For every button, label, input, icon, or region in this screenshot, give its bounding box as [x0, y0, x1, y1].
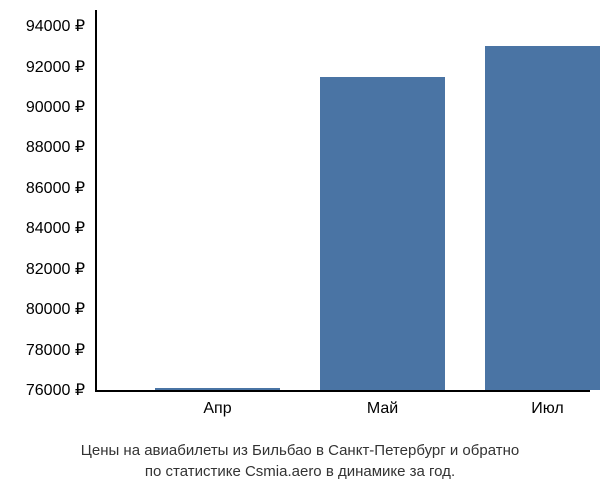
y-tick-label: 86000 ₽ [26, 178, 85, 198]
x-axis-line [95, 390, 590, 392]
caption-line-1: Цены на авиабилеты из Бильбао в Санкт-Пе… [81, 442, 519, 459]
x-tick-label: Июл [531, 400, 563, 418]
y-tick-label: 82000 ₽ [26, 259, 85, 279]
y-tick-label: 90000 ₽ [26, 97, 85, 117]
y-tick-label: 76000 ₽ [26, 380, 85, 400]
chart-container: 94000 ₽ 92000 ₽ 90000 ₽ 88000 ₽ 86000 ₽ 84000… [0, 0, 600, 500]
bar [320, 77, 445, 390]
y-tick-label: 92000 ₽ [26, 57, 85, 77]
y-tick-label: 94000 ₽ [26, 16, 85, 36]
x-tick-label: Май [367, 400, 398, 418]
bars-group [95, 10, 590, 390]
plot-area [95, 10, 590, 390]
bar [155, 388, 280, 390]
caption-line-2: по статистике Csmia.aero в динамике за г… [145, 463, 455, 480]
y-tick-label: 78000 ₽ [26, 340, 85, 360]
x-tick-label: Апр [203, 400, 231, 418]
y-tick-label: 80000 ₽ [26, 299, 85, 319]
y-tick-label: 84000 ₽ [26, 218, 85, 238]
x-axis-labels: Апр Май Июл [95, 400, 590, 430]
y-axis: 94000 ₽ 92000 ₽ 90000 ₽ 88000 ₽ 86000 ₽ 84000… [0, 10, 90, 390]
bar [485, 46, 600, 390]
y-tick-label: 88000 ₽ [26, 137, 85, 157]
chart-caption: Цены на авиабилеты из Бильбао в Санкт-Пе… [0, 440, 600, 482]
